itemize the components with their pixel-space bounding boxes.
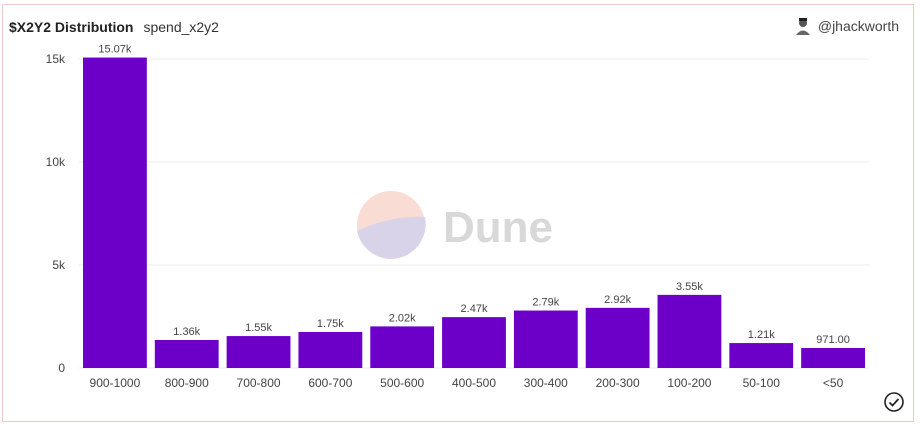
bar-200-300[interactable] xyxy=(585,307,650,368)
x-tick-label: 900-1000 xyxy=(90,376,141,390)
data-label: 2.47k xyxy=(461,303,488,315)
bar-chart: Dune 0 5k 10k 15k 15.07k 1.36k 1.55k 1.75k 2.02… xyxy=(46,44,869,390)
bar-50-100[interactable] xyxy=(729,343,794,368)
data-label: 1.21k xyxy=(748,329,775,341)
data-label: 2.02k xyxy=(389,312,416,324)
bar-600-700[interactable] xyxy=(298,331,363,368)
bar-100-200[interactable] xyxy=(657,294,722,368)
x-tick-label: 400-500 xyxy=(452,376,496,390)
y-axis: 0 5k 10k 15k xyxy=(46,52,66,375)
data-label: 2.92k xyxy=(604,294,631,306)
x-tick-label: <50 xyxy=(823,376,844,390)
x-tick-label: 200-300 xyxy=(596,376,640,390)
data-label: 3.55k xyxy=(676,281,703,293)
x-tick-label: 100-200 xyxy=(667,376,711,390)
data-label: 1.36k xyxy=(173,326,200,338)
bars xyxy=(83,57,865,369)
y-tick-label: 15k xyxy=(46,52,66,66)
bar-800-900[interactable] xyxy=(154,339,219,368)
bar-500-600[interactable] xyxy=(370,326,435,368)
author-link[interactable]: @jhackworth xyxy=(794,17,899,35)
x-tick-label: 800-900 xyxy=(165,376,209,390)
avatar-icon xyxy=(795,18,810,35)
x-tick-label: 50-100 xyxy=(743,376,781,390)
chart-header: $X2Y2 Distribution spend_x2y2 xyxy=(9,15,219,39)
dune-watermark: Dune xyxy=(357,191,553,259)
x-tick-label: 500-600 xyxy=(380,376,424,390)
bar-400-500[interactable] xyxy=(442,317,506,368)
x-tick-label: 300-400 xyxy=(524,376,568,390)
data-label: 971.00 xyxy=(816,334,850,346)
bar-300-400[interactable] xyxy=(513,310,578,368)
check-circle-icon[interactable] xyxy=(883,391,905,413)
y-tick-label: 5k xyxy=(52,258,66,272)
y-tick-label: 10k xyxy=(46,155,66,169)
chart-card: $X2Y2 Distribution spend_x2y2 @jhackwort… xyxy=(2,4,914,422)
x-tick-label: 700-800 xyxy=(237,376,281,390)
chart-subtitle: spend_x2y2 xyxy=(143,19,219,35)
bar-<50[interactable] xyxy=(801,347,865,368)
watermark-text: Dune xyxy=(443,203,553,252)
data-label: 2.79k xyxy=(532,297,559,309)
x-tick-label: 600-700 xyxy=(308,376,352,390)
bar-900-1000[interactable] xyxy=(83,57,147,369)
data-label: 1.55k xyxy=(245,322,272,334)
data-labels: 15.07k 1.36k 1.55k 1.75k 2.02k 2.47k 2.79k 2.92… xyxy=(98,44,850,346)
data-label: 15.07k xyxy=(98,44,132,56)
y-tick-label: 0 xyxy=(58,361,65,375)
author-name: @jhackworth xyxy=(817,18,899,34)
x-axis: 900-1000 800-900 700-800 600-700 500-600 400-… xyxy=(90,376,844,390)
data-label: 1.75k xyxy=(317,318,344,330)
chart-title: $X2Y2 Distribution xyxy=(9,19,134,35)
bar-700-800[interactable] xyxy=(226,336,291,368)
